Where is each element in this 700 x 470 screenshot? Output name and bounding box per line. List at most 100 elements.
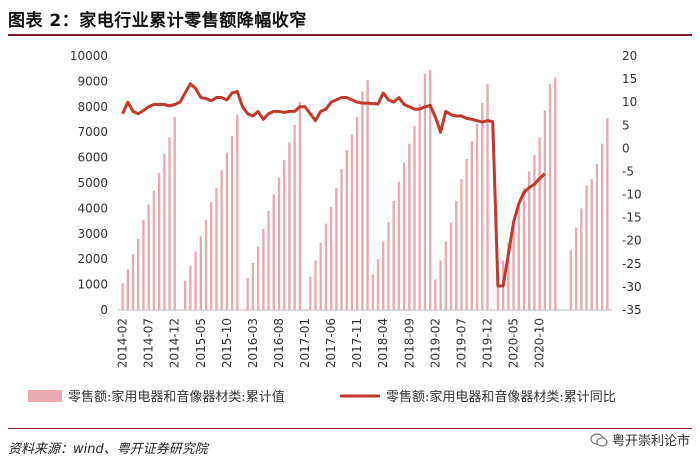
legend-swatch-bar	[28, 390, 62, 402]
bar-mark	[215, 188, 218, 310]
right-axis-tick-label: 10	[622, 95, 637, 109]
left-axis-tick-label: 6000	[77, 151, 108, 165]
left-axis-tick-label: 4000	[77, 201, 108, 215]
left-axis-tick-label: 5000	[77, 176, 108, 190]
bar-mark	[439, 260, 442, 310]
bar-mark	[548, 83, 552, 310]
x-axis-tick-label: 2015-10	[220, 318, 234, 368]
x-axis-tick-label: 2020-10	[533, 318, 547, 368]
bar-mark	[481, 102, 484, 311]
bar-mark	[428, 69, 432, 310]
bar-mark	[340, 169, 343, 310]
bar-mark	[356, 116, 359, 311]
title-rule	[8, 34, 692, 36]
bar-mark	[236, 114, 239, 310]
bar-mark	[496, 280, 500, 310]
x-axis-tick-label: 2019-12	[481, 318, 495, 368]
left-axis-tick-label: 7000	[77, 125, 108, 139]
x-axis-tick-label: 2014-02	[116, 318, 130, 368]
bar-mark	[392, 200, 395, 310]
right-axis-tick-label: 15	[622, 72, 637, 86]
bar-mark	[517, 205, 520, 310]
x-axis-tick-label: 2014-12	[168, 318, 182, 368]
legend-label-bar: 零售额:家用电器和音像器材类:累计值	[68, 389, 285, 405]
bar-mark	[335, 188, 338, 310]
bar-mark	[371, 274, 374, 310]
footer-rule	[8, 428, 692, 429]
bar-mark	[601, 143, 604, 310]
x-axis-tick-label: 2018-09	[402, 318, 416, 368]
bar-mark	[288, 142, 291, 310]
bar-mark	[309, 276, 312, 310]
x-axis-tick-label: 2019-02	[428, 318, 442, 368]
bar-mark	[251, 263, 255, 310]
bar-mark	[449, 222, 453, 310]
bar-mark	[413, 125, 416, 310]
bar-mark	[606, 118, 609, 310]
bar-mark	[131, 254, 135, 310]
x-axis-tick-label: 2016-03	[246, 318, 260, 368]
bar-mark	[455, 200, 458, 310]
left-axis-tick-label: 3000	[77, 227, 108, 241]
bar-mark	[543, 110, 547, 310]
bar-mark	[366, 80, 369, 310]
bar-mark	[423, 73, 427, 310]
bar-mark	[189, 265, 192, 310]
bar-mark	[272, 194, 275, 310]
bar-mark	[225, 152, 229, 310]
bar-mark	[475, 123, 479, 310]
bar-mark	[220, 170, 223, 310]
bar-mark	[460, 179, 463, 310]
chart-svg: 0100020003000400050006000700080009000100…	[28, 49, 642, 405]
left-axis-tick-label: 1000	[77, 278, 108, 292]
left-axis-tick-label: 10000	[70, 49, 108, 63]
right-axis-tick-label: 0	[622, 141, 630, 155]
bar-mark	[157, 172, 161, 310]
bar-mark	[183, 280, 187, 310]
right-axis-tick-label: -10	[622, 188, 642, 202]
bar-mark	[230, 136, 234, 310]
bar-mark	[512, 224, 515, 310]
bar-mark	[262, 228, 265, 310]
bar-mark	[465, 158, 468, 310]
x-axis-tick-label: 2018-04	[376, 318, 390, 368]
bar-mark	[554, 77, 557, 310]
bar-mark	[152, 190, 156, 310]
bar-mark	[199, 236, 202, 310]
bar-mark	[376, 259, 380, 310]
bar-mark	[507, 242, 510, 310]
bar-mark	[246, 278, 249, 310]
right-axis-tick-label: 5	[622, 118, 630, 132]
left-axis-tick-label: 0	[100, 303, 108, 317]
right-axis-tick-label: -25	[622, 257, 642, 271]
bar-mark	[329, 207, 333, 310]
bar-mark	[314, 260, 317, 310]
bar-mark	[434, 279, 437, 310]
bar-mark	[444, 241, 447, 310]
x-axis-tick-label: 2016-08	[272, 318, 286, 368]
right-axis-tick-label: -15	[622, 211, 642, 225]
brand-badge: 粤开崇利论市	[590, 430, 690, 449]
bar-mark	[408, 143, 411, 310]
figure-title: 图表 2：家电行业累计零售额降幅收窄	[8, 11, 307, 31]
bar-mark	[538, 137, 541, 310]
bar-mark	[126, 269, 129, 310]
bar-mark	[533, 155, 536, 310]
bar-mark	[277, 177, 281, 310]
bar-mark	[319, 242, 322, 310]
bar-mark	[142, 219, 145, 310]
x-axis-tick-label: 2017-01	[298, 318, 312, 368]
brand-name: 粤开崇利论市	[611, 434, 690, 449]
bar-mark	[298, 101, 302, 310]
bar-mark	[361, 91, 364, 310]
bar-mark	[267, 210, 270, 310]
left-axis-tick-label: 9000	[77, 74, 108, 88]
bar-mark	[402, 162, 406, 310]
bar-mark	[418, 104, 421, 310]
right-axis-tick-label: -5	[622, 164, 634, 178]
bar-mark	[210, 202, 213, 310]
bar-mark	[590, 179, 593, 310]
bar-mark	[283, 160, 286, 310]
bar-mark	[574, 227, 578, 310]
